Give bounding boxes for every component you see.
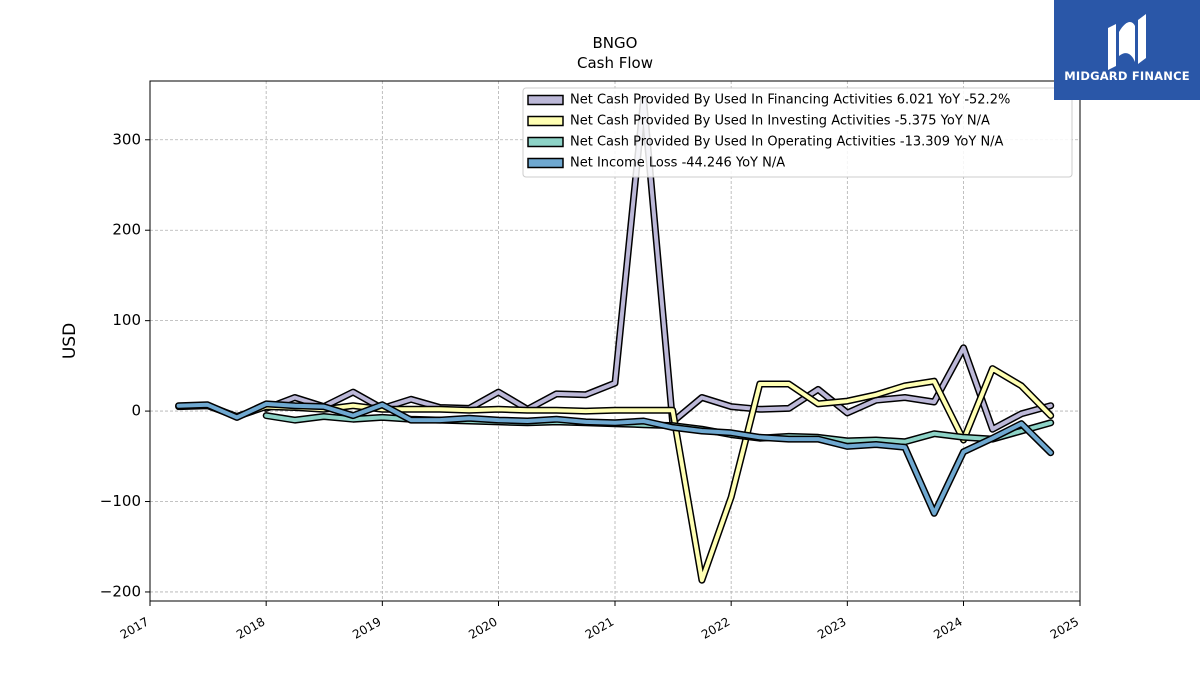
series-4 — [175, 400, 1055, 517]
legend-entry-label: Net Cash Provided By Used In Investing A… — [570, 114, 990, 129]
legend-box — [522, 87, 1073, 178]
y-tick-label: −100 — [100, 492, 141, 510]
series-line — [264, 97, 1053, 432]
x-tick-label: 2019 — [350, 615, 383, 642]
x-tick-label: 2023 — [815, 615, 848, 642]
x-tick-label: 2020 — [466, 615, 499, 642]
chart-title: BNGO — [593, 34, 638, 52]
x-tick-label: 2021 — [583, 615, 616, 642]
x-tick-label: 2022 — [699, 615, 732, 642]
legend-swatch — [527, 115, 564, 127]
midgard-finance-logo-icon — [1108, 14, 1146, 70]
legend: Net Cash Provided By Used In Financing A… — [522, 87, 1073, 178]
series-line — [176, 401, 1053, 516]
y-tick-label: −200 — [100, 582, 141, 600]
series-1 — [262, 95, 1055, 433]
legend-swatch — [527, 157, 564, 169]
x-tick-label: 2017 — [118, 615, 151, 642]
chart-subtitle: Cash Flow — [577, 54, 653, 72]
y-tick-label: 200 — [112, 221, 141, 239]
series-lines — [175, 95, 1055, 584]
legend-entry-label: Net Income Loss -44.246 YoY N/A — [570, 156, 785, 171]
logo-text: MIDGARD FINANCE — [1064, 69, 1190, 83]
legend-entry-label: Net Cash Provided By Used In Financing A… — [570, 93, 1010, 108]
y-tick-label: 300 — [112, 130, 141, 148]
legend-swatch — [527, 94, 564, 106]
y-tick-label: 100 — [112, 311, 141, 329]
y-tick-label: 0 — [131, 402, 141, 420]
series-3 — [262, 412, 1055, 446]
x-tick-label: 2024 — [931, 615, 964, 642]
x-tick-label: 2025 — [1048, 615, 1081, 642]
x-tick-label: 2018 — [234, 615, 267, 642]
y-axis-label: USD — [60, 323, 80, 359]
series-line-outline — [262, 412, 1055, 446]
midgard-finance-logo: MIDGARD FINANCE — [1054, 0, 1200, 100]
legend-swatch — [527, 136, 564, 148]
legend-entry-label: Net Cash Provided By Used In Operating A… — [570, 135, 1004, 150]
